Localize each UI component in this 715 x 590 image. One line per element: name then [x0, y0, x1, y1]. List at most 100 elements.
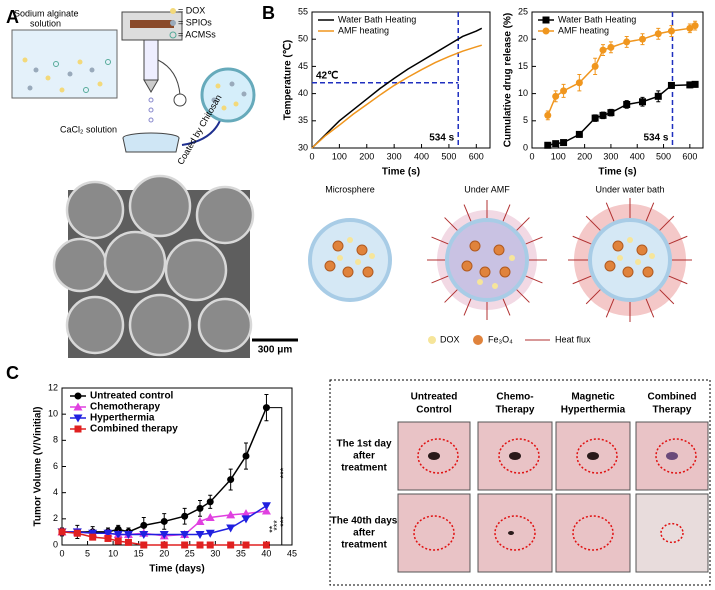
y-tick-label: 30	[298, 142, 308, 152]
marker	[575, 79, 583, 87]
photo	[635, 493, 709, 573]
legend-marker	[74, 425, 82, 433]
marker	[196, 504, 204, 512]
marker	[140, 541, 148, 549]
y-axis-label: Temperature (℃)	[283, 40, 294, 121]
marker	[599, 111, 607, 119]
legend-label: Combined therapy	[90, 424, 178, 435]
series-line	[62, 505, 267, 536]
photo	[477, 493, 553, 573]
significance-label: ***	[272, 520, 282, 531]
legend-label: AMF heating	[338, 25, 389, 35]
column-header: Magnetic	[571, 392, 615, 403]
legend-label: Water Bath Heating	[338, 14, 416, 24]
marker	[104, 534, 112, 542]
heat-arrow	[585, 289, 601, 305]
y-tick-label: 40	[298, 88, 308, 98]
heat-arrow	[431, 275, 449, 284]
x-tick-label: 0	[529, 151, 534, 161]
marker	[196, 541, 204, 549]
row-header: after	[353, 451, 375, 462]
heat-arrow	[572, 275, 592, 285]
y-tick-label: 2	[53, 513, 58, 523]
marker	[205, 529, 215, 538]
marker	[552, 92, 560, 100]
column-header: Therapy	[496, 405, 535, 416]
heat-arrow	[585, 215, 601, 231]
marker	[73, 529, 81, 537]
x-tick-label: 15	[134, 548, 144, 558]
y-tick-label: 55	[298, 6, 308, 16]
solution-label: Sodium alginate	[14, 8, 79, 18]
marker	[113, 531, 123, 540]
y-tick-label: 0	[523, 142, 528, 152]
tumor-outline	[413, 515, 455, 551]
marker	[599, 46, 607, 54]
y-tick-label: 0	[53, 539, 58, 549]
heat-arrow	[516, 289, 530, 303]
significance-label: ***	[279, 467, 289, 478]
spio-swatch	[170, 20, 176, 26]
mechanism-legend: Heat flux	[555, 334, 591, 344]
dox-legend-swatch	[428, 336, 436, 344]
legend-marker	[542, 27, 550, 35]
significance-label: **	[267, 525, 277, 533]
plot-frame	[311, 11, 491, 149]
heat-arrow	[572, 235, 592, 245]
y-tick-label: 8	[53, 435, 58, 445]
marker	[544, 111, 552, 119]
marker	[205, 513, 215, 522]
marker	[691, 80, 699, 88]
row-header: treatment	[341, 540, 387, 551]
micrograph: 300 μm	[52, 174, 298, 358]
heat-arrow	[431, 236, 449, 245]
y-tick-label: 10	[48, 409, 58, 419]
row-header: The 40th days	[331, 516, 398, 527]
x-tick-label: 500	[656, 151, 671, 161]
heat-arrow	[659, 289, 675, 305]
lesion	[509, 452, 521, 460]
y-tick-label: 50	[298, 34, 308, 44]
sphere-2	[445, 218, 529, 302]
sphere-3	[588, 218, 672, 302]
marker	[123, 531, 133, 540]
marker	[623, 38, 631, 46]
x-tick-label: 35	[236, 548, 246, 558]
grid-border	[329, 379, 711, 586]
schematic-legend: = DOX	[178, 5, 205, 15]
legend-label: Hyperthermia	[90, 413, 155, 424]
x-axis-label: Time (s)	[382, 167, 420, 178]
row-header: treatment	[341, 463, 387, 474]
row-header: The 1st day	[336, 439, 391, 450]
column-header: Untreated	[411, 392, 458, 403]
heat-arrow	[668, 275, 688, 285]
significance-bracket	[269, 407, 283, 546]
marker	[195, 531, 205, 540]
marker	[607, 43, 615, 51]
series-line	[311, 27, 483, 149]
marker	[58, 528, 66, 536]
marker	[575, 130, 583, 138]
x-tick-label: 30	[210, 548, 220, 558]
tumor-outline	[498, 438, 540, 474]
y-tick-label: 35	[298, 115, 308, 125]
x-tick-label: 0	[309, 151, 314, 161]
legend-label: Water Bath Heating	[558, 14, 636, 24]
heat-arrow	[659, 215, 675, 231]
x-tick-label: 400	[630, 151, 645, 161]
legend-marker	[74, 392, 82, 400]
lesion	[587, 452, 599, 460]
panel-label: A	[6, 7, 19, 27]
x-tick-label: 200	[577, 151, 592, 161]
plot-frame	[531, 11, 704, 149]
x-tick-label: 200	[359, 151, 374, 161]
microsphere	[200, 67, 256, 123]
heat-arrow	[463, 298, 472, 316]
heat-arrow	[668, 235, 688, 245]
marker	[89, 533, 97, 541]
x-tick-label: 45	[287, 548, 297, 558]
row-header: after	[353, 528, 375, 539]
marker	[226, 510, 236, 519]
legend-label: Untreated control	[90, 391, 174, 402]
tumor-outline	[576, 438, 618, 474]
